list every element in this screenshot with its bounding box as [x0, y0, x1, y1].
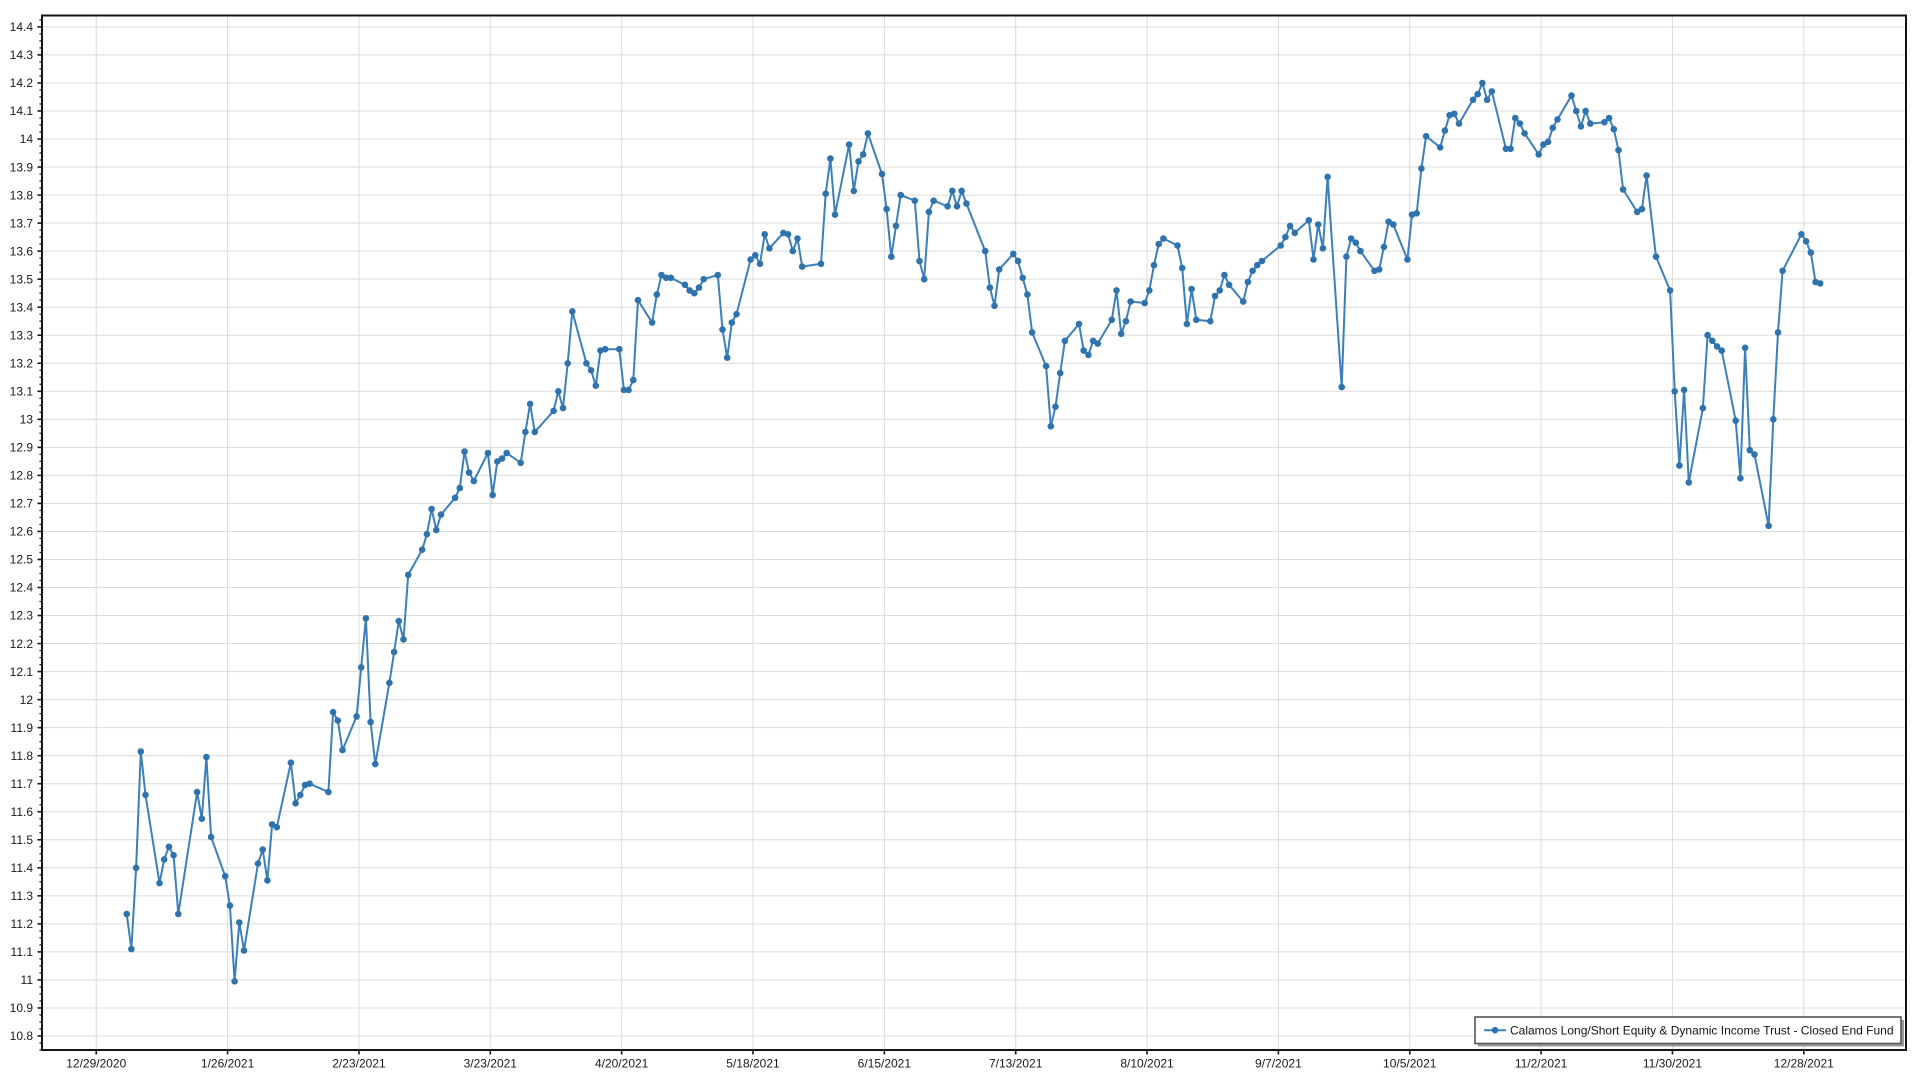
- svg-text:12.3: 12.3: [10, 609, 34, 623]
- svg-text:10.8: 10.8: [10, 1029, 34, 1043]
- svg-text:11.9: 11.9: [11, 721, 34, 735]
- svg-text:12.8: 12.8: [10, 469, 34, 483]
- svg-text:12.7: 12.7: [10, 497, 34, 511]
- svg-text:12.1: 12.1: [10, 665, 34, 679]
- svg-text:11.4: 11.4: [11, 861, 34, 875]
- svg-text:13.1: 13.1: [10, 384, 34, 398]
- svg-text:1/26/2021: 1/26/2021: [201, 1057, 255, 1071]
- svg-text:14.1: 14.1: [10, 104, 34, 118]
- svg-text:12.9: 12.9: [10, 441, 34, 455]
- svg-text:14.4: 14.4: [10, 20, 34, 34]
- svg-text:11.7: 11.7: [11, 777, 34, 791]
- svg-text:11/30/2021: 11/30/2021: [1643, 1057, 1702, 1071]
- svg-text:12/29/2020: 12/29/2020: [66, 1057, 126, 1071]
- svg-text:4/20/2021: 4/20/2021: [595, 1057, 649, 1071]
- svg-text:14.3: 14.3: [10, 48, 34, 62]
- svg-text:13.4: 13.4: [10, 300, 34, 314]
- svg-text:12: 12: [20, 693, 34, 707]
- svg-text:11.2: 11.2: [11, 917, 34, 931]
- svg-text:6/15/2021: 6/15/2021: [858, 1057, 912, 1071]
- svg-text:12/28/2021: 12/28/2021: [1774, 1057, 1834, 1071]
- svg-text:2/23/2021: 2/23/2021: [332, 1057, 386, 1071]
- svg-text:7/13/2021: 7/13/2021: [989, 1057, 1043, 1071]
- svg-text:12.5: 12.5: [10, 553, 34, 567]
- svg-text:11.8: 11.8: [11, 749, 34, 763]
- svg-text:14.2: 14.2: [10, 76, 34, 90]
- svg-text:13.6: 13.6: [10, 244, 34, 258]
- svg-text:14: 14: [20, 132, 34, 146]
- svg-text:3/23/2021: 3/23/2021: [464, 1057, 518, 1071]
- svg-text:13.2: 13.2: [10, 356, 34, 370]
- svg-text:13.8: 13.8: [10, 188, 34, 202]
- svg-text:9/7/2021: 9/7/2021: [1255, 1057, 1302, 1071]
- svg-text:11.1: 11.1: [11, 945, 34, 959]
- svg-text:11.3: 11.3: [11, 889, 34, 903]
- svg-text:13: 13: [20, 413, 34, 427]
- svg-text:5/18/2021: 5/18/2021: [726, 1057, 780, 1071]
- svg-text:11: 11: [21, 973, 34, 987]
- svg-text:11.5: 11.5: [11, 833, 34, 847]
- svg-text:Calamos Long/Short Equity & Dy: Calamos Long/Short Equity & Dynamic Inco…: [1510, 1023, 1894, 1037]
- svg-text:11/2/2021: 11/2/2021: [1515, 1057, 1568, 1071]
- svg-text:12.2: 12.2: [10, 637, 34, 651]
- svg-text:10/5/2021: 10/5/2021: [1383, 1057, 1437, 1071]
- svg-text:13.5: 13.5: [10, 272, 34, 286]
- svg-text:8/10/2021: 8/10/2021: [1120, 1057, 1174, 1071]
- svg-text:11.6: 11.6: [11, 805, 34, 819]
- svg-text:12.4: 12.4: [10, 581, 34, 595]
- svg-text:10.9: 10.9: [10, 1001, 34, 1015]
- svg-text:12.6: 12.6: [10, 525, 34, 539]
- svg-text:13.7: 13.7: [10, 216, 34, 230]
- svg-text:13.9: 13.9: [10, 160, 34, 174]
- svg-text:13.3: 13.3: [10, 328, 34, 342]
